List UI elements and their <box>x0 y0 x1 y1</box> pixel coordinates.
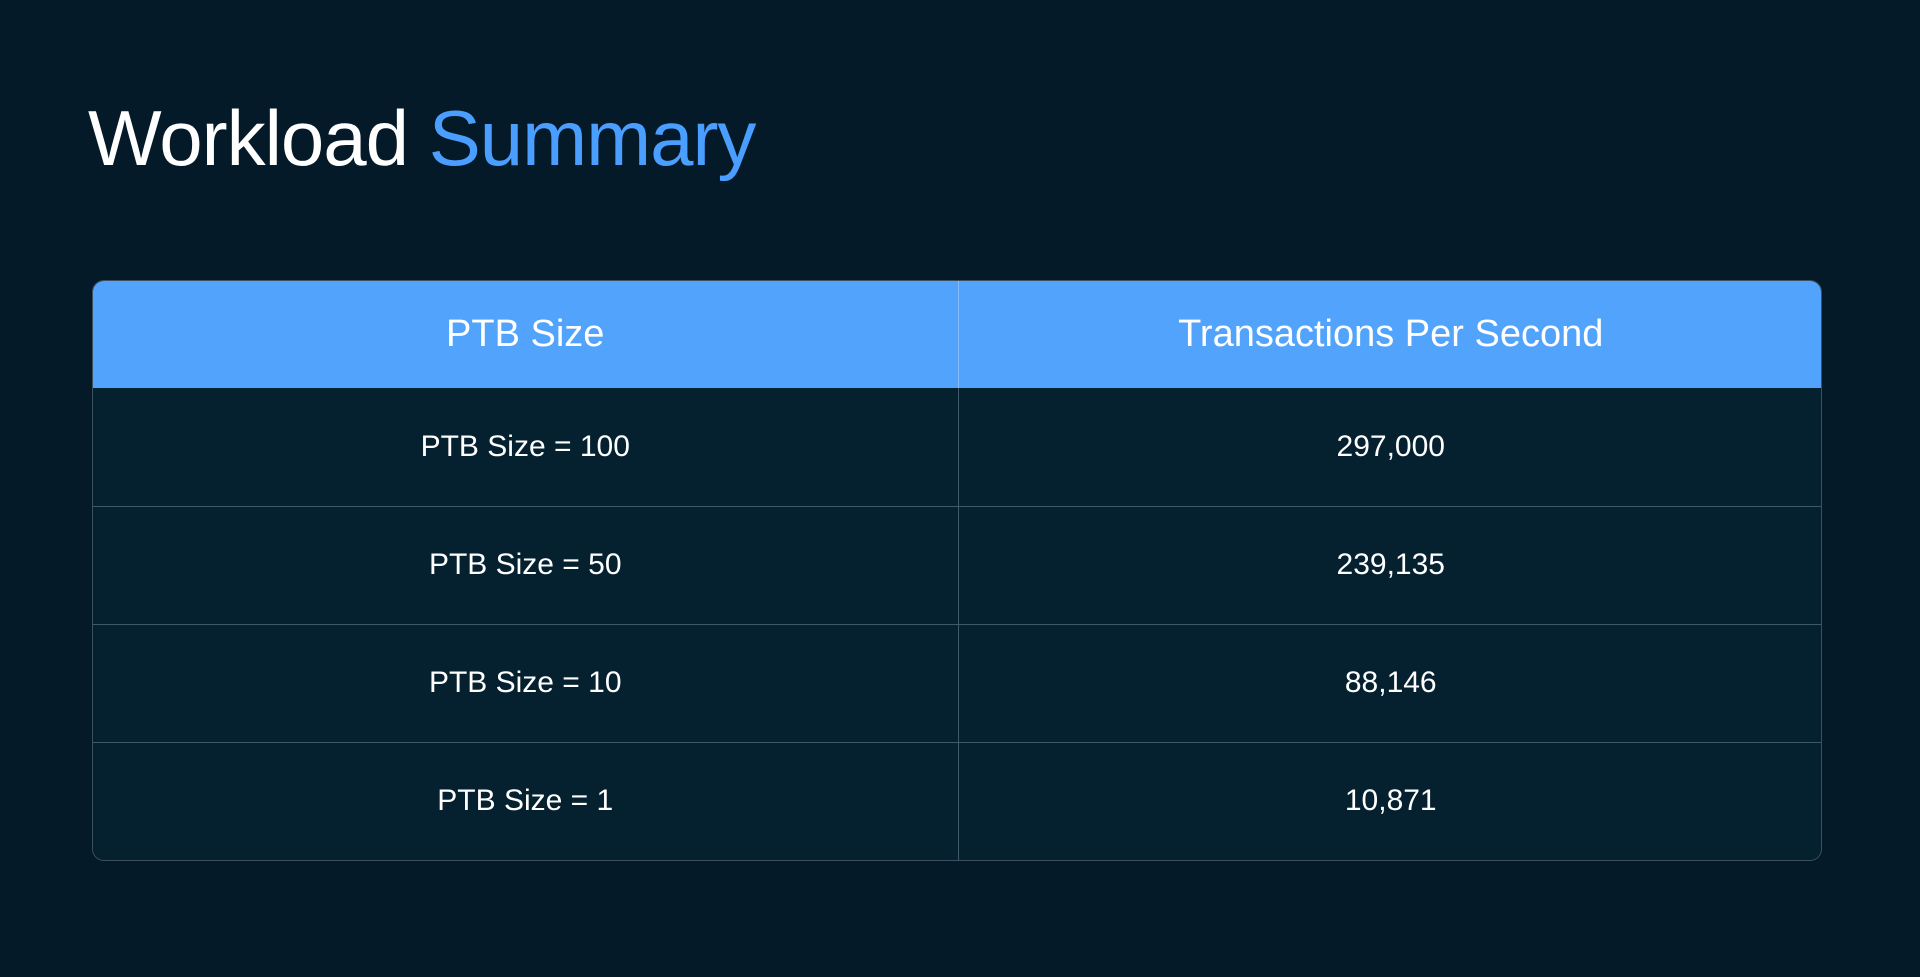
page-title-primary: Workload <box>88 94 409 182</box>
table-header-row: PTB Size Transactions Per Second <box>93 281 1821 388</box>
cell-tps: 10,871 <box>958 741 1821 860</box>
cell-ptb-size: PTB Size = 10 <box>93 623 959 742</box>
table-row: PTB Size = 1 10,871 <box>93 741 1821 860</box>
table-row: PTB Size = 10 88,146 <box>93 623 1821 742</box>
table-header: PTB Size Transactions Per Second <box>93 281 1821 388</box>
cell-ptb-size: PTB Size = 1 <box>93 741 959 860</box>
table-row: PTB Size = 50 239,135 <box>93 505 1821 624</box>
page-title-accent: Summary <box>428 94 757 182</box>
cell-tps: 239,135 <box>958 505 1821 624</box>
workload-summary-table: PTB Size Transactions Per Second PTB Siz… <box>92 280 1822 861</box>
column-header-ptb-size: PTB Size <box>93 281 959 388</box>
cell-tps: 88,146 <box>958 623 1821 742</box>
cell-ptb-size: PTB Size = 50 <box>93 505 959 624</box>
table-row: PTB Size = 100 297,000 <box>93 388 1821 506</box>
cell-tps: 297,000 <box>958 388 1821 506</box>
column-header-transactions-per-second: Transactions Per Second <box>958 281 1821 388</box>
data-table: PTB Size Transactions Per Second PTB Siz… <box>93 281 1821 860</box>
table-body: PTB Size = 100 297,000 PTB Size = 50 239… <box>93 388 1821 860</box>
page-title: Workload Summary <box>88 92 757 184</box>
cell-ptb-size: PTB Size = 100 <box>93 388 959 506</box>
